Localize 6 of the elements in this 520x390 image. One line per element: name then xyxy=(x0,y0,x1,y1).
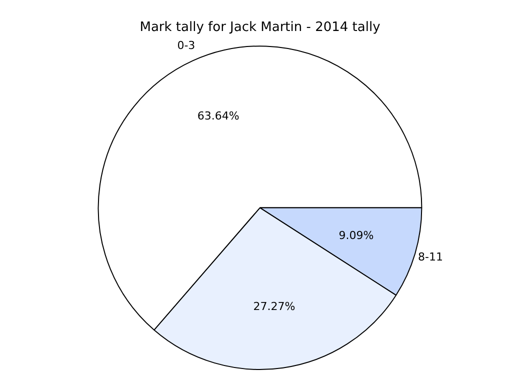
slice-label: 0-3 xyxy=(177,39,196,52)
slice-label: 8-11 xyxy=(418,250,443,264)
data-label: 63.64% xyxy=(197,109,240,122)
data-label: 9.09% xyxy=(338,228,374,242)
data-label: 27.27% xyxy=(253,300,296,313)
chart-title: Mark tally for Jack Martin - 2014 tally xyxy=(140,20,381,36)
